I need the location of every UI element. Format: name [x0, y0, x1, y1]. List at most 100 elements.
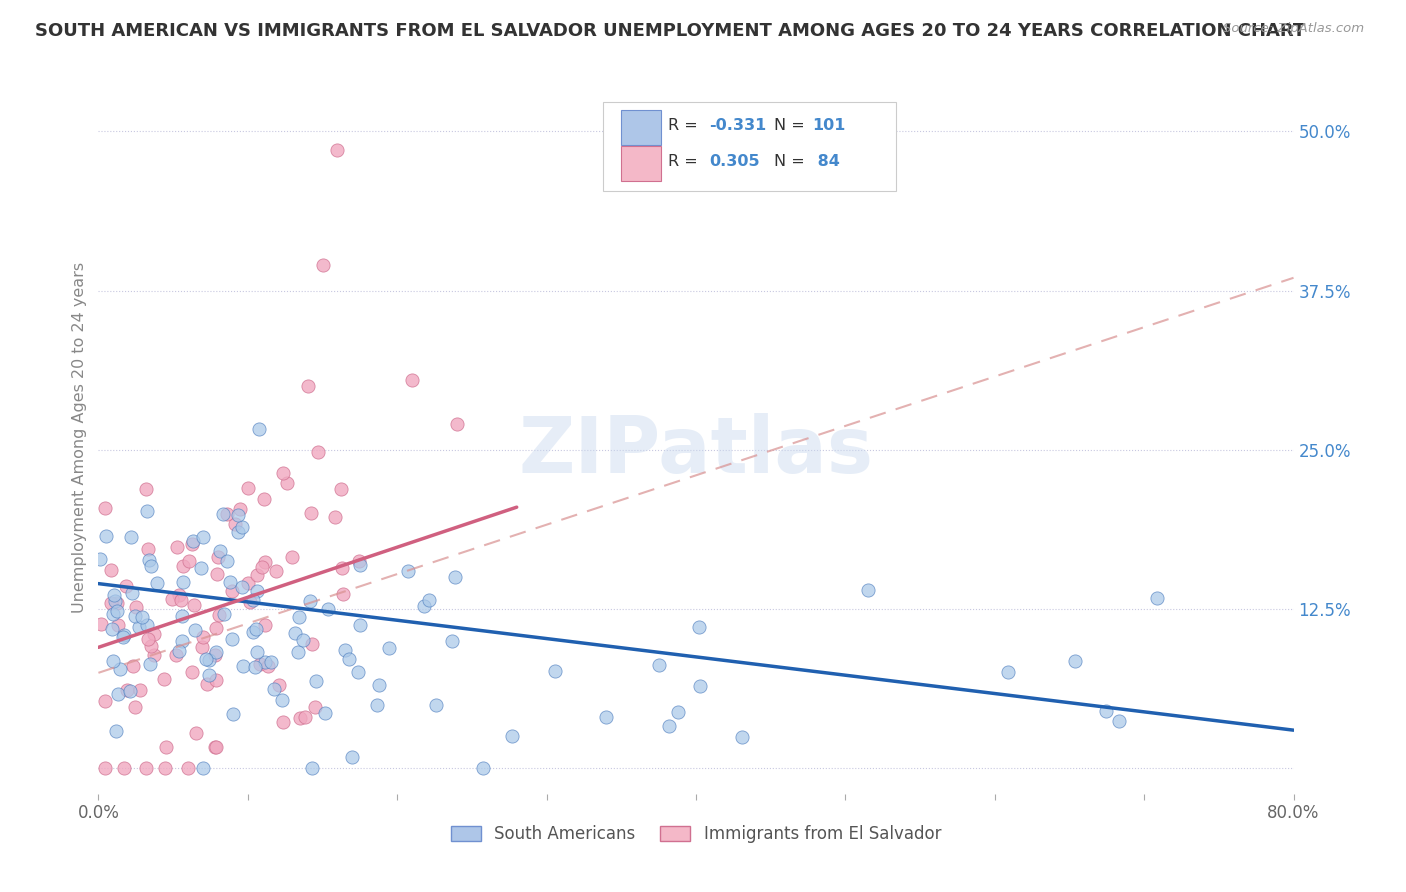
- Text: SOUTH AMERICAN VS IMMIGRANTS FROM EL SALVADOR UNEMPLOYMENT AMONG AGES 20 TO 24 Y: SOUTH AMERICAN VS IMMIGRANTS FROM EL SAL…: [35, 22, 1305, 40]
- Text: 101: 101: [811, 119, 845, 134]
- Point: [205, 645, 228, 659]
- Text: N =: N =: [773, 154, 810, 169]
- Point: [311, 258, 333, 272]
- Point: [595, 710, 617, 724]
- Point: [135, 617, 157, 632]
- Point: [195, 677, 218, 691]
- Point: [139, 657, 162, 672]
- Point: [215, 554, 238, 568]
- Point: [260, 655, 283, 669]
- Point: [307, 445, 329, 459]
- Point: [183, 598, 205, 612]
- Point: [231, 580, 253, 594]
- Point: [441, 634, 464, 648]
- Point: [172, 575, 194, 590]
- Point: [271, 467, 294, 481]
- Point: [330, 561, 353, 575]
- Point: [221, 583, 243, 598]
- Point: [425, 698, 447, 712]
- Point: [250, 560, 273, 574]
- Point: [226, 525, 249, 540]
- Point: [128, 620, 150, 634]
- Point: [257, 659, 280, 673]
- Point: [204, 740, 226, 755]
- Point: [105, 724, 128, 739]
- Point: [502, 729, 524, 743]
- Point: [112, 628, 135, 642]
- Point: [299, 506, 322, 520]
- Point: [101, 622, 124, 636]
- Point: [288, 711, 311, 725]
- Point: [179, 554, 201, 568]
- Point: [301, 761, 323, 775]
- Point: [125, 600, 148, 615]
- Point: [276, 475, 298, 490]
- Point: [323, 510, 346, 524]
- Point: [181, 533, 204, 548]
- Point: [249, 657, 271, 672]
- Point: [1095, 704, 1118, 718]
- Point: [246, 584, 269, 599]
- Point: [101, 654, 124, 668]
- Point: [207, 550, 229, 565]
- Point: [221, 632, 243, 646]
- Point: [1063, 654, 1085, 668]
- Point: [332, 587, 354, 601]
- Point: [253, 618, 276, 632]
- Point: [167, 644, 190, 658]
- Point: [190, 561, 212, 575]
- Point: [103, 588, 125, 602]
- Point: [172, 634, 194, 648]
- Point: [142, 648, 165, 663]
- Point: [160, 592, 183, 607]
- Point: [368, 678, 391, 692]
- Point: [172, 558, 194, 573]
- Point: [141, 559, 163, 574]
- Point: [446, 417, 468, 432]
- Point: [124, 609, 146, 624]
- Point: [128, 683, 150, 698]
- Point: [100, 596, 122, 610]
- Point: [155, 739, 177, 754]
- Point: [267, 678, 290, 692]
- Y-axis label: Unemployment Among Ages 20 to 24 years: Unemployment Among Ages 20 to 24 years: [72, 261, 87, 613]
- Point: [177, 761, 200, 775]
- Point: [205, 673, 228, 688]
- Point: [658, 719, 681, 733]
- Point: [100, 563, 122, 577]
- Legend: South Americans, Immigrants from El Salvador: South Americans, Immigrants from El Salv…: [444, 819, 948, 850]
- Point: [94, 761, 117, 775]
- Point: [236, 576, 259, 591]
- Point: [104, 594, 127, 608]
- Point: [239, 595, 262, 609]
- Point: [205, 567, 228, 582]
- Point: [138, 553, 160, 567]
- Point: [305, 674, 328, 689]
- Point: [242, 625, 264, 640]
- Point: [135, 761, 157, 775]
- FancyBboxPatch shape: [620, 111, 661, 145]
- Point: [377, 640, 399, 655]
- Point: [89, 551, 111, 566]
- Point: [263, 682, 285, 697]
- Point: [347, 665, 370, 679]
- Point: [112, 630, 135, 644]
- FancyBboxPatch shape: [620, 146, 661, 181]
- Point: [142, 627, 165, 641]
- Point: [689, 679, 711, 693]
- Point: [153, 761, 176, 775]
- Point: [205, 739, 228, 754]
- Point: [166, 540, 188, 554]
- Point: [349, 618, 371, 632]
- Point: [731, 730, 754, 744]
- Point: [688, 619, 710, 633]
- Point: [1108, 714, 1130, 729]
- Point: [245, 623, 267, 637]
- Point: [396, 565, 419, 579]
- Point: [117, 683, 139, 698]
- Point: [120, 684, 142, 698]
- Point: [340, 750, 363, 764]
- Point: [418, 593, 440, 607]
- Point: [349, 558, 371, 572]
- Point: [170, 592, 193, 607]
